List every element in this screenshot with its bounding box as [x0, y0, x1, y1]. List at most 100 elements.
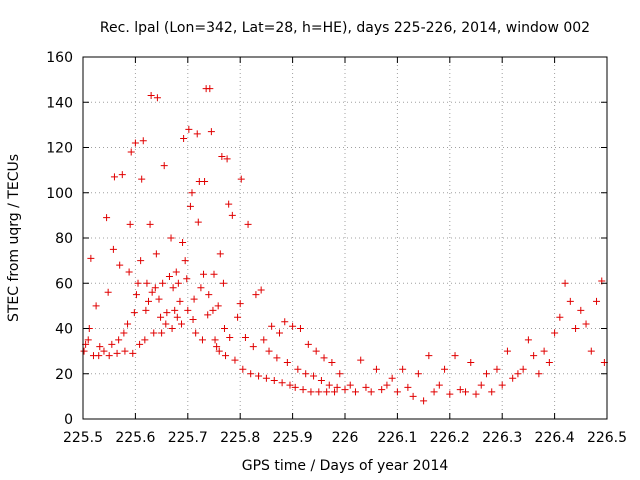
data-point: [247, 370, 255, 378]
y-tick-label: 120: [46, 141, 73, 157]
data-point: [593, 297, 601, 305]
data-point: [189, 315, 197, 323]
data-point: [163, 309, 171, 317]
data-point: [278, 379, 286, 387]
data-point: [317, 377, 325, 385]
data-point: [103, 214, 111, 222]
data-point: [226, 334, 234, 342]
data-point: [462, 388, 470, 396]
data-point: [209, 306, 217, 314]
y-tick-label: 100: [46, 186, 73, 202]
data-point: [96, 343, 104, 351]
data-point: [143, 279, 151, 287]
y-tick-label: 80: [55, 231, 73, 247]
data-point: [231, 356, 239, 364]
data-point: [587, 347, 595, 355]
data-point: [524, 336, 532, 344]
data-point: [286, 381, 294, 389]
x-tick-label: 225.5: [63, 430, 103, 446]
data-point: [519, 365, 527, 373]
data-point: [201, 177, 209, 185]
data-point: [148, 288, 156, 296]
data-point: [173, 313, 181, 321]
data-point: [211, 336, 219, 344]
data-point: [190, 295, 198, 303]
data-point: [237, 175, 245, 183]
data-point: [185, 125, 193, 133]
data-point: [315, 388, 323, 396]
data-point: [204, 311, 212, 319]
data-point: [162, 320, 170, 328]
data-point: [488, 388, 496, 396]
data-point: [482, 370, 490, 378]
data-point: [320, 354, 328, 362]
data-point: [378, 386, 386, 394]
data-point: [257, 286, 265, 294]
data-point: [223, 155, 231, 163]
data-point: [268, 322, 276, 330]
data-point: [141, 336, 149, 344]
data-point: [180, 134, 188, 142]
data-point: [393, 388, 401, 396]
data-point: [260, 336, 268, 344]
data-point: [225, 200, 233, 208]
data-point: [142, 306, 150, 314]
data-point: [183, 275, 191, 283]
data-point: [228, 211, 236, 219]
data-point: [331, 388, 339, 396]
data-point: [336, 370, 344, 378]
data-point: [294, 365, 302, 373]
data-point: [425, 352, 433, 360]
data-point: [420, 397, 428, 405]
data-point: [307, 388, 315, 396]
data-point: [152, 250, 160, 258]
data-point: [100, 347, 108, 355]
data-point: [509, 374, 517, 382]
data-point: [577, 306, 585, 314]
data-point: [276, 329, 283, 337]
plot-frame: [82, 56, 608, 420]
data-point: [134, 279, 142, 287]
data-point: [172, 268, 180, 276]
data-point: [137, 257, 145, 265]
data-point: [218, 153, 226, 161]
y-tick-label: 160: [46, 50, 73, 66]
data-point: [124, 320, 132, 328]
data-point: [160, 162, 168, 170]
data-point: [310, 372, 318, 380]
data-point: [120, 329, 128, 337]
data-point: [281, 318, 289, 326]
y-tick-label: 40: [55, 322, 73, 338]
data-point: [234, 313, 242, 321]
x-tick-label: 225.9: [273, 430, 313, 446]
data-point: [477, 381, 485, 389]
data-point: [109, 245, 117, 253]
data-point: [168, 325, 176, 332]
data-point: [265, 347, 273, 355]
data-point: [351, 388, 359, 396]
data-point: [446, 390, 454, 398]
data-point: [125, 268, 133, 276]
data-point: [115, 336, 123, 344]
data-point: [220, 325, 228, 332]
data-point: [206, 85, 214, 93]
data-point: [108, 340, 116, 348]
data-point: [372, 365, 380, 373]
data-point: [188, 189, 196, 197]
data-point: [435, 381, 443, 389]
data-point: [399, 365, 407, 373]
data-point: [215, 347, 223, 355]
grid-lines: [83, 57, 607, 419]
data-point: [430, 388, 438, 396]
data-point: [302, 370, 310, 378]
data-point: [131, 139, 139, 147]
data-point: [167, 234, 175, 242]
data-point: [219, 279, 227, 287]
x-tick-label: 225.7: [168, 430, 208, 446]
data-point: [129, 349, 137, 357]
data-point: [582, 320, 590, 328]
data-point: [404, 383, 412, 391]
data-point: [95, 352, 103, 360]
data-point: [136, 340, 144, 348]
data-point: [514, 370, 522, 378]
